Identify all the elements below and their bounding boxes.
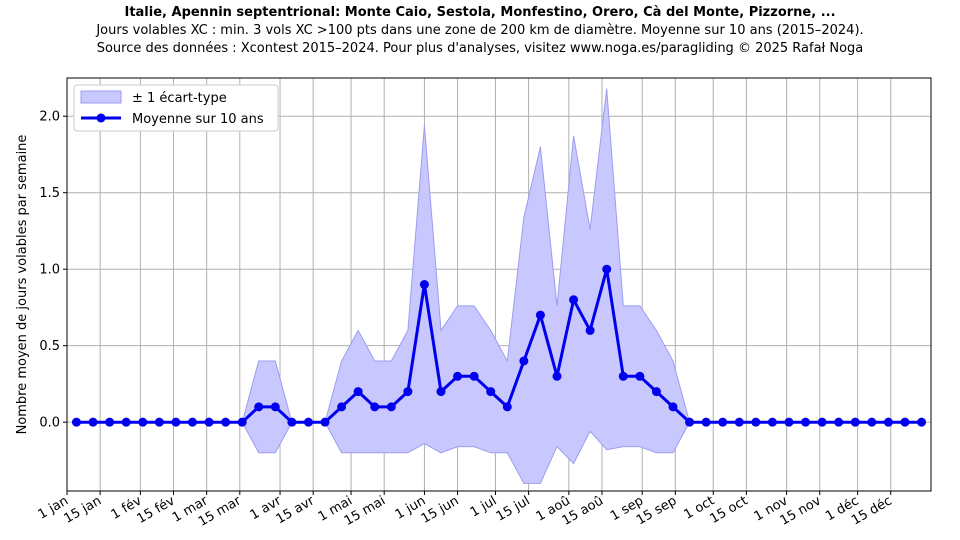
data-point (767, 417, 777, 427)
data-point (685, 417, 695, 427)
std-dev-band (76, 88, 922, 484)
y-tick-label: 0.5 (39, 339, 60, 354)
data-point (370, 402, 380, 412)
x-tick-label: 15 jun (419, 493, 462, 526)
x-tick-label: 1 jul (468, 493, 500, 520)
data-point (635, 371, 645, 381)
data-point (154, 417, 164, 427)
data-point (221, 417, 231, 427)
mean-markers (71, 264, 927, 427)
data-point (403, 387, 413, 397)
data-point (386, 402, 396, 412)
data-point (602, 264, 612, 274)
plot-frame (66, 77, 932, 492)
data-point (270, 402, 280, 412)
data-point (502, 402, 512, 412)
legend-label-mean: Moyenne sur 10 ans (132, 112, 264, 127)
data-point (337, 402, 347, 412)
legend-marker-swatch (96, 113, 106, 123)
data-point (287, 417, 297, 427)
data-point (88, 417, 98, 427)
y-axis-ticks: 0.0 0.5 1.0 1.5 2.0 (39, 110, 67, 431)
data-point (734, 417, 744, 427)
mean-line (76, 267, 922, 424)
data-point (254, 402, 264, 412)
data-point (171, 417, 181, 427)
y-tick-label: 0.0 (39, 416, 60, 431)
data-point (552, 371, 562, 381)
data-point (453, 371, 463, 381)
data-point (303, 417, 313, 427)
data-point (419, 280, 429, 289)
data-point (784, 417, 794, 427)
data-point (486, 387, 496, 397)
x-tick-label: 15 jul (494, 493, 533, 524)
legend: ± 1 écart-type Moyenne sur 10 ans (73, 84, 279, 132)
data-point (71, 417, 81, 427)
y-tick-label: 1.5 (39, 186, 60, 201)
x-tick-label: 15 oct (707, 493, 750, 526)
data-point (320, 417, 330, 427)
data-point (204, 417, 214, 427)
data-point (651, 387, 661, 397)
data-point (718, 417, 728, 427)
data-point (436, 387, 446, 397)
legend-box (73, 84, 279, 132)
data-point (535, 310, 545, 320)
data-point (569, 295, 579, 305)
data-point (751, 417, 761, 427)
data-point (519, 356, 529, 366)
chart-source: Source des données : Xcontest 2015–2024.… (96, 41, 864, 56)
legend-band-swatch (80, 90, 122, 104)
data-point (618, 371, 628, 381)
data-point (121, 417, 131, 427)
data-point (138, 417, 148, 427)
data-point (237, 417, 247, 427)
data-point (105, 417, 115, 427)
data-point (850, 417, 860, 427)
chart-subtitle: Jours volables XC : min. 3 vols XC >100 … (96, 23, 864, 38)
x-tick-label: 15 fév (135, 493, 178, 527)
y-axis-label: Nombre moyen de jours volables par semai… (15, 135, 30, 435)
data-point (469, 371, 479, 381)
data-point (668, 402, 678, 412)
data-point (900, 417, 910, 427)
data-point (883, 417, 893, 427)
chart-title: Italie, Apennin septentrional: Monte Cai… (124, 5, 836, 20)
y-tick-label: 1.0 (39, 263, 60, 278)
x-tick-label: 15 jan (62, 493, 105, 526)
data-point (867, 417, 877, 427)
data-point (585, 325, 595, 335)
data-point (917, 417, 927, 427)
x-tick-label: 15 avr (274, 493, 318, 527)
data-point (353, 387, 363, 397)
legend-label-band: ± 1 écart-type (132, 91, 227, 106)
y-tick-label: 2.0 (39, 110, 60, 125)
data-point (701, 417, 711, 427)
data-point (801, 417, 811, 427)
data-point (817, 417, 827, 427)
data-point (834, 417, 844, 427)
data-point (187, 417, 197, 427)
